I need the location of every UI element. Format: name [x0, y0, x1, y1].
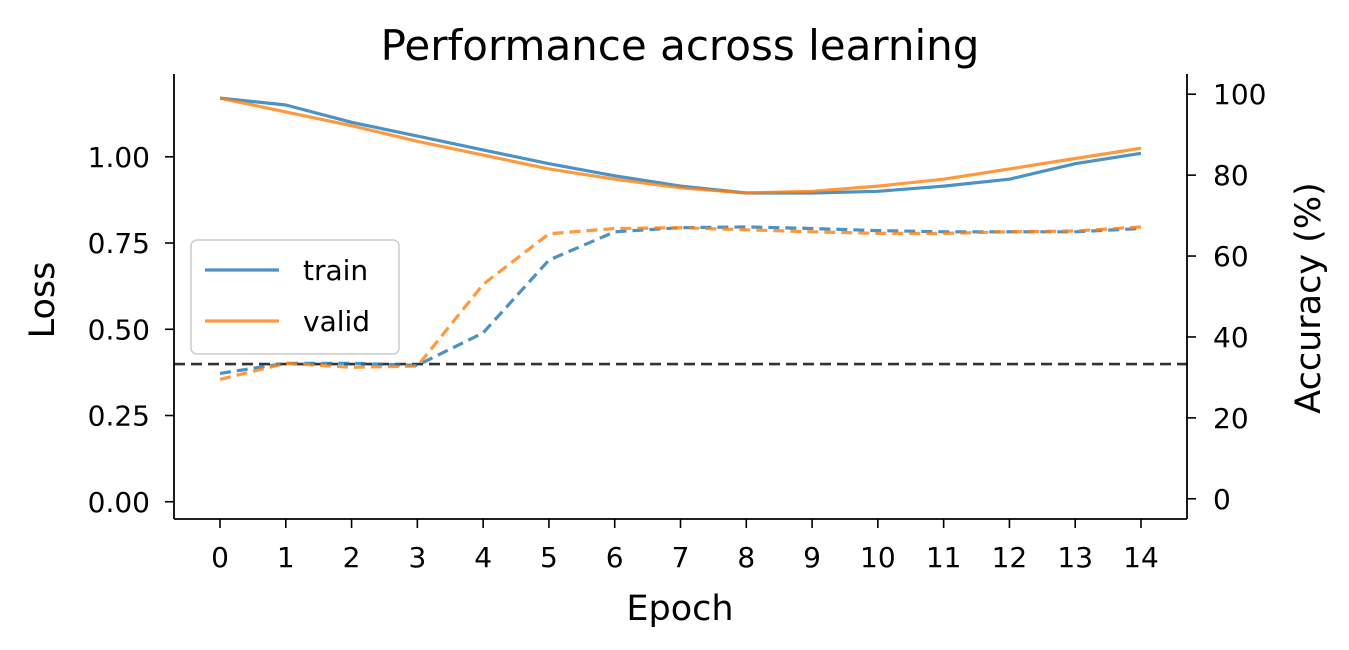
x-tick-label: 3 — [408, 541, 426, 574]
legend: train valid — [190, 239, 400, 355]
y-left-tick-label: 0.50 — [88, 313, 150, 346]
y-axis-left-title: Loss — [23, 262, 63, 339]
x-tick-label: 14 — [1123, 541, 1159, 574]
x-tick-label: 4 — [474, 541, 492, 574]
y-left-tick-label: 0.75 — [88, 227, 150, 260]
y-left-tick-label: 0.25 — [88, 400, 150, 433]
series-valid-accuracy-line — [219, 225, 1142, 381]
y-left-tick-label: 1.00 — [88, 141, 150, 174]
y-axis-right: 0 20 40 60 80 100 — [1187, 78, 1266, 516]
x-tick-label: 13 — [1057, 541, 1093, 574]
x-tick-label: 7 — [672, 541, 690, 574]
series-train-accuracy-line — [219, 225, 1142, 375]
y-left-tick-label: 0.00 — [88, 486, 150, 519]
legend-valid-label: valid — [303, 305, 370, 338]
y-right-tick-label: 20 — [1213, 402, 1249, 435]
y-axis-right-title: Accuracy (%) — [1289, 182, 1329, 413]
series-valid-loss-line — [219, 96, 1142, 195]
chart-title: Performance across learning — [381, 21, 980, 70]
series-train-loss-line — [219, 96, 1142, 195]
y-right-tick-label: 0 — [1213, 483, 1231, 516]
y-right-tick-label: 80 — [1213, 159, 1249, 192]
x-tick-label: 12 — [992, 541, 1028, 574]
legend-train-label: train — [303, 254, 368, 287]
x-tick-label: 6 — [606, 541, 624, 574]
x-tick-label: 0 — [211, 541, 229, 574]
x-tick-label: 5 — [540, 541, 558, 574]
y-right-tick-label: 100 — [1213, 78, 1266, 111]
x-tick-label: 9 — [803, 541, 821, 574]
x-axis: 0 1 2 3 4 5 6 7 8 9 10 11 12 13 14 — [211, 519, 1159, 574]
series-layer — [174, 96, 1187, 381]
y-right-tick-label: 40 — [1213, 321, 1249, 354]
y-axis-left: 0.00 0.25 0.50 0.75 1.00 — [88, 141, 174, 519]
x-tick-label: 10 — [860, 541, 896, 574]
x-tick-label: 1 — [277, 541, 295, 574]
x-axis-title: Epoch — [626, 589, 733, 629]
y-right-tick-label: 60 — [1213, 240, 1249, 273]
x-tick-label: 11 — [926, 541, 962, 574]
x-tick-label: 8 — [737, 541, 755, 574]
x-tick-label: 2 — [343, 541, 361, 574]
